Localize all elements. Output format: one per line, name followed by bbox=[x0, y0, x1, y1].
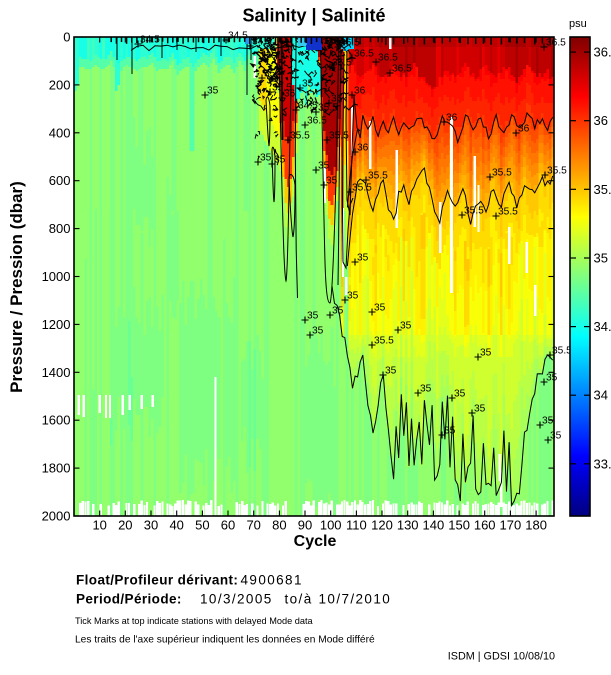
svg-text:36.5: 36.5 bbox=[546, 38, 566, 49]
svg-text:1800: 1800 bbox=[42, 461, 71, 476]
svg-text:36.5: 36.5 bbox=[354, 49, 374, 60]
svg-text:36.5: 36.5 bbox=[392, 64, 412, 75]
svg-text:35: 35 bbox=[307, 311, 319, 322]
svg-text:1400: 1400 bbox=[42, 365, 71, 380]
svg-text:20: 20 bbox=[118, 518, 132, 533]
svg-text:50: 50 bbox=[195, 518, 209, 533]
svg-text:35: 35 bbox=[480, 348, 492, 359]
svg-text:35: 35 bbox=[385, 366, 397, 377]
svg-text:35: 35 bbox=[420, 384, 432, 395]
svg-text:35: 35 bbox=[318, 161, 330, 172]
svg-text:35.5: 35.5 bbox=[272, 83, 292, 94]
svg-text:36: 36 bbox=[594, 113, 608, 128]
svg-text:35.5: 35.5 bbox=[492, 168, 512, 179]
svg-text:35: 35 bbox=[454, 389, 466, 400]
svg-text:1600: 1600 bbox=[42, 413, 71, 428]
svg-text:35.5: 35.5 bbox=[547, 166, 567, 177]
svg-text:34.5: 34.5 bbox=[252, 37, 272, 48]
svg-text:0: 0 bbox=[63, 30, 70, 45]
svg-text:35: 35 bbox=[274, 155, 286, 166]
svg-text:2000: 2000 bbox=[42, 509, 71, 524]
svg-text:34: 34 bbox=[594, 388, 608, 403]
svg-text:34.5: 34.5 bbox=[594, 319, 611, 334]
svg-text:36: 36 bbox=[518, 124, 530, 135]
svg-text:130: 130 bbox=[397, 518, 419, 533]
svg-text:35.5: 35.5 bbox=[594, 182, 611, 197]
svg-text:ISDM | GDSI 10/08/10: ISDM | GDSI 10/08/10 bbox=[448, 651, 555, 663]
svg-text:psu: psu bbox=[569, 18, 587, 30]
svg-text:110: 110 bbox=[346, 518, 367, 533]
svg-text:Tick Marks at top indicate sta: Tick Marks at top indicate stations with… bbox=[75, 616, 314, 626]
svg-text:150: 150 bbox=[448, 518, 470, 533]
svg-text:90: 90 bbox=[298, 518, 312, 533]
svg-text:35.5: 35.5 bbox=[374, 336, 394, 347]
svg-text:80: 80 bbox=[272, 518, 286, 533]
svg-text:60: 60 bbox=[221, 518, 235, 533]
svg-text:Pressure / Pression (dbar): Pressure / Pression (dbar) bbox=[7, 181, 26, 393]
svg-text:36: 36 bbox=[284, 89, 296, 100]
svg-text:35: 35 bbox=[302, 79, 314, 90]
svg-text:36: 36 bbox=[446, 113, 458, 124]
svg-text:35: 35 bbox=[542, 416, 554, 427]
svg-text:35: 35 bbox=[332, 306, 344, 317]
svg-text:35: 35 bbox=[207, 86, 219, 97]
svg-text:35.5: 35.5 bbox=[368, 171, 388, 182]
svg-text:35.5: 35.5 bbox=[352, 183, 372, 194]
svg-text:35.5: 35.5 bbox=[552, 346, 572, 357]
svg-text:40: 40 bbox=[169, 518, 183, 533]
svg-text:Cycle: Cycle bbox=[294, 533, 337, 550]
svg-text:34.5: 34.5 bbox=[298, 101, 318, 112]
svg-text:36.5: 36.5 bbox=[332, 58, 352, 69]
svg-text:35: 35 bbox=[444, 426, 456, 437]
svg-text:35: 35 bbox=[347, 291, 359, 302]
svg-text:35: 35 bbox=[326, 176, 338, 187]
svg-text:35: 35 bbox=[312, 326, 324, 337]
svg-text:36: 36 bbox=[354, 86, 366, 97]
svg-text:35: 35 bbox=[264, 69, 276, 80]
svg-text:100: 100 bbox=[320, 518, 342, 533]
svg-text:36: 36 bbox=[357, 143, 369, 154]
svg-text:35: 35 bbox=[594, 251, 608, 266]
svg-text:33.5: 33.5 bbox=[594, 456, 611, 471]
svg-text:10: 10 bbox=[92, 518, 106, 533]
svg-text:180: 180 bbox=[525, 518, 547, 533]
svg-text:36.5: 36.5 bbox=[594, 45, 611, 60]
svg-text:36.5: 36.5 bbox=[378, 53, 398, 64]
svg-text:Float/Profileur dérivant:49006: Float/Profileur dérivant: 4900681 bbox=[76, 573, 303, 588]
svg-text:35: 35 bbox=[550, 431, 562, 442]
svg-text:35.5: 35.5 bbox=[318, 103, 338, 114]
svg-text:200: 200 bbox=[49, 77, 71, 92]
svg-text:35: 35 bbox=[546, 373, 558, 384]
svg-text:35: 35 bbox=[374, 303, 386, 314]
svg-text:36: 36 bbox=[331, 94, 343, 105]
svg-text:70: 70 bbox=[246, 518, 260, 533]
svg-text:35.5: 35.5 bbox=[329, 131, 349, 142]
svg-text:30: 30 bbox=[144, 518, 158, 533]
svg-text:36.5: 36.5 bbox=[307, 116, 327, 127]
svg-text:35: 35 bbox=[400, 321, 412, 332]
svg-text:1000: 1000 bbox=[42, 269, 71, 284]
svg-text:35: 35 bbox=[357, 253, 369, 264]
svg-text:120: 120 bbox=[371, 518, 393, 533]
svg-text:170: 170 bbox=[500, 518, 522, 533]
svg-text:36.5: 36.5 bbox=[340, 38, 360, 49]
svg-text:35: 35 bbox=[260, 153, 272, 164]
svg-text:600: 600 bbox=[49, 173, 71, 188]
svg-text:Salinity | Salinité: Salinity | Salinité bbox=[242, 6, 385, 26]
svg-text:140: 140 bbox=[423, 518, 445, 533]
svg-text:35.5: 35.5 bbox=[290, 131, 310, 142]
svg-text:34.5: 34.5 bbox=[228, 31, 248, 42]
svg-text:400: 400 bbox=[49, 125, 71, 140]
svg-text:35.5: 35.5 bbox=[464, 206, 484, 217]
svg-text:160: 160 bbox=[474, 518, 496, 533]
svg-text:1200: 1200 bbox=[42, 317, 71, 332]
svg-text:800: 800 bbox=[49, 221, 71, 236]
svg-text:Les traits de l'axe supérieur: Les traits de l'axe supérieur indiquent … bbox=[75, 635, 375, 646]
svg-text:35.5: 35.5 bbox=[498, 207, 518, 218]
svg-text:34.5: 34.5 bbox=[140, 35, 160, 46]
svg-text:35: 35 bbox=[474, 404, 486, 415]
